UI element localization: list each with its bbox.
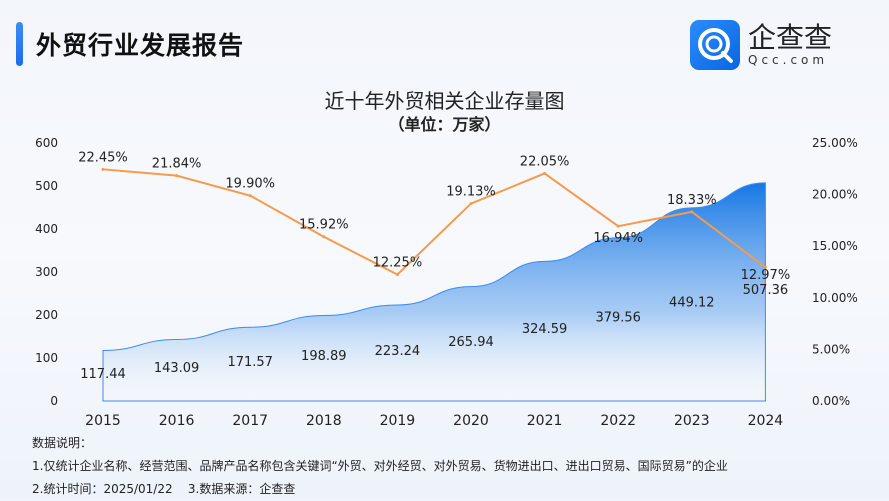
growth-rate-point	[616, 224, 620, 228]
title-accent-bar	[16, 22, 23, 66]
growth-rate-point	[322, 235, 326, 239]
line-data-label: 21.84%	[152, 157, 202, 172]
area-data-label: 143.09	[154, 361, 200, 376]
growth-rate-point	[175, 174, 179, 178]
chart-subtitle: （单位：万家）	[388, 115, 501, 134]
notes-heading: 数据说明：	[32, 436, 93, 450]
x-axis-tick: 2022	[600, 413, 636, 429]
left-axis-tick: 0	[50, 394, 58, 408]
area-data-label: 198.89	[301, 349, 347, 364]
page-title: 外贸行业发展报告	[36, 31, 245, 60]
left-axis-tick: 500	[35, 179, 58, 193]
qcc-logo: 企查查 Qcc.com	[690, 20, 832, 70]
growth-rate-line	[102, 168, 767, 276]
growth-rate-point	[543, 171, 547, 175]
x-axis-tick: 2021	[527, 413, 563, 429]
area-data-label: 171.57	[227, 355, 273, 370]
left-axis-tick: 600	[35, 136, 58, 150]
left-axis-tick: 100	[35, 351, 58, 365]
growth-rate-point	[763, 265, 767, 269]
x-axis-tick: 2017	[232, 413, 268, 429]
logo-en-text: Qcc.com	[748, 53, 829, 67]
right-axis-tick: 15.00%	[812, 239, 858, 253]
x-axis-tick: 2019	[380, 413, 416, 429]
left-axis-tick: 400	[35, 222, 58, 236]
right-axis-tick: 5.00%	[812, 342, 850, 356]
line-data-label: 19.13%	[446, 185, 496, 200]
x-axis-tick: 2023	[674, 413, 710, 429]
growth-rate-point	[395, 273, 399, 277]
growth-rate-point	[690, 210, 694, 214]
x-axis-tick: 2016	[159, 413, 195, 429]
left-axis-tick: 300	[35, 265, 58, 279]
area-data-label: 324.59	[522, 322, 568, 337]
area-data-label: 223.24	[375, 344, 421, 359]
data-notes: 数据说明： 1.仅统计企业名称、经营范围、品牌产品名称包含关键词“外贸、对外经贸…	[32, 432, 728, 501]
notes-line-2: 2.统计时间：2025/01/22 3.数据来源：企查查	[32, 482, 296, 496]
x-axis-tick: 2020	[453, 413, 489, 429]
chart-title: 近十年外贸相关企业存量图	[324, 89, 565, 113]
line-data-label: 18.33%	[667, 193, 717, 208]
line-data-label: 19.90%	[225, 177, 275, 192]
area-data-label: 379.56	[595, 310, 641, 325]
area-data-label: 449.12	[669, 295, 715, 310]
line-data-label: 16.94%	[593, 231, 643, 246]
x-axis-tick: 2018	[306, 413, 342, 429]
qcc-logo-icon	[690, 20, 740, 70]
x-axis-tick: 2015	[85, 413, 121, 429]
growth-rate-point	[101, 167, 105, 171]
left-axis-tick: 200	[35, 308, 58, 322]
line-data-label: 15.92%	[299, 218, 349, 233]
logo-cn-text: 企查查	[748, 21, 833, 54]
growth-rate-point	[469, 202, 473, 206]
line-data-label: 22.05%	[520, 154, 570, 169]
area-data-label: 265.94	[448, 335, 494, 350]
line-data-label: 12.97%	[741, 268, 791, 283]
stock-area	[102, 182, 766, 402]
right-axis-tick: 20.00%	[812, 188, 858, 202]
right-axis-tick: 25.00%	[812, 136, 858, 150]
x-axis-tick: 2024	[748, 413, 784, 429]
growth-rate-point	[248, 194, 252, 198]
line-data-label: 22.45%	[78, 150, 128, 165]
right-axis-tick: 10.00%	[812, 291, 858, 305]
area-data-label: 117.44	[80, 367, 126, 382]
line-data-label: 12.25%	[373, 256, 423, 271]
right-axis-tick: 0.00%	[812, 394, 850, 408]
area-data-label: 507.36	[743, 283, 789, 298]
notes-line-1: 1.仅统计企业名称、经营范围、品牌产品名称包含关键词“外贸、对外经贸、对外贸易、…	[32, 459, 728, 473]
